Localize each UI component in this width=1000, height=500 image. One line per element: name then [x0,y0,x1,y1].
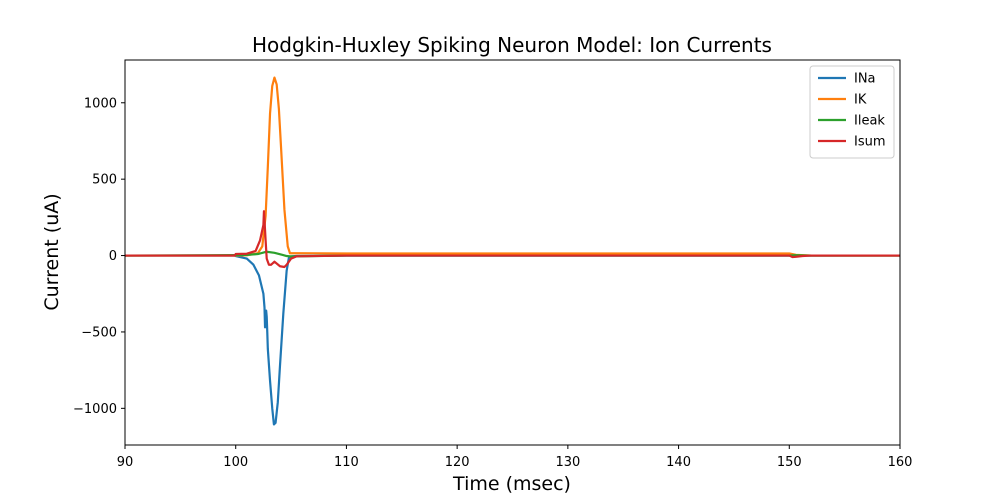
y-tick-label: −500 [81,325,117,340]
legend-label: Ileak [854,114,885,129]
y-tick-label: 500 [92,173,117,188]
x-tick-label: 150 [777,455,802,470]
plot-frame [124,59,901,446]
legend-box [809,65,895,159]
y-axis: −1000 −500 0 500 1000 [73,96,125,417]
x-tick-label: 140 [666,455,691,470]
x-axis-label: Time (msec) [452,473,571,495]
y-tick-label: −1000 [73,402,117,417]
x-tick-label: 90 [117,455,134,470]
y-axis-label: Current (uA) [41,193,63,310]
series-line-ik [125,76,900,257]
series-line-ileak [125,250,900,258]
series-layer [125,76,900,426]
x-tick-label: 160 [888,455,913,470]
legend-label: INa [854,72,876,87]
legend-label: IK [854,93,867,108]
x-tick-label: 100 [223,455,248,470]
x-axis: 90 100 110 120 130 140 150 160 [117,445,913,470]
x-tick-label: 120 [445,455,470,470]
legend-label: Isum [854,135,886,150]
series-line-ina [125,254,900,426]
legend: INa IK Ileak Isum [809,65,895,159]
series-line-isum [125,210,900,269]
x-tick-label: 130 [555,455,580,470]
y-tick-label: 0 [109,249,117,264]
chart-title: Hodgkin-Huxley Spiking Neuron Model: Ion… [252,33,772,57]
x-tick-label: 110 [334,455,359,470]
y-tick-label: 1000 [84,96,117,111]
